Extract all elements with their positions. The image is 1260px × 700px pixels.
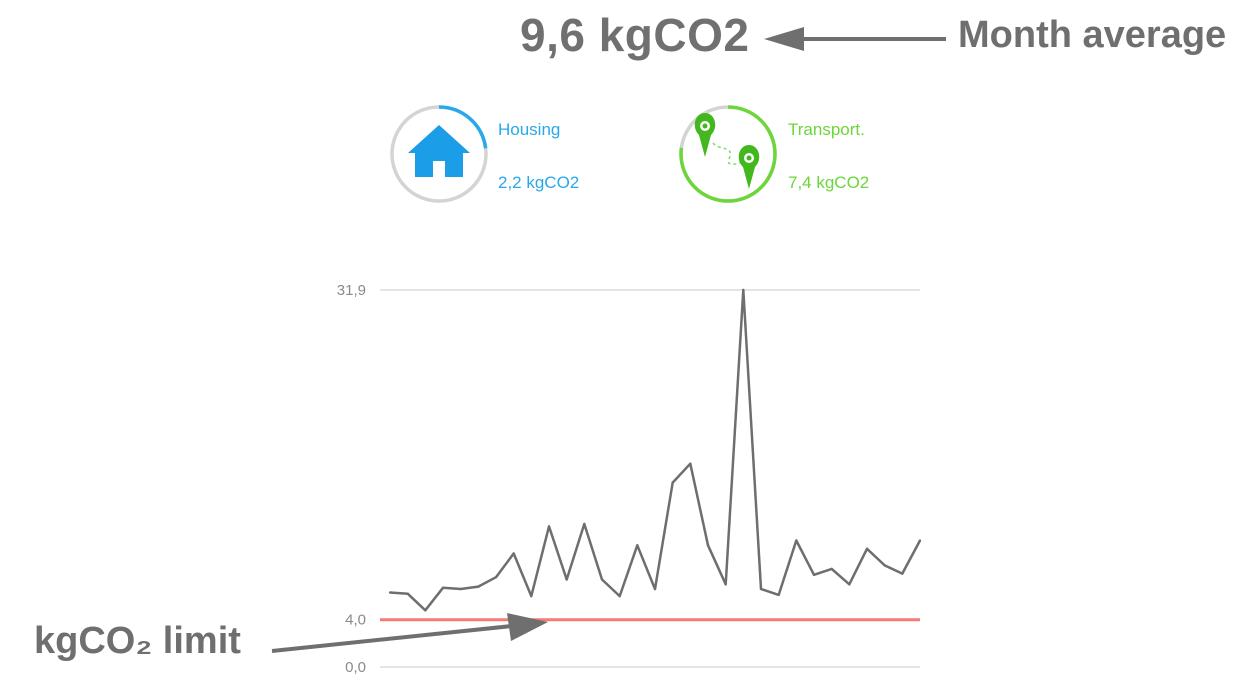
data-point bbox=[812, 573, 816, 577]
data-point bbox=[759, 587, 763, 591]
limit-label: kgCO₂ limit bbox=[34, 620, 241, 662]
category-housing[interactable]: Housing 2,2 kgCO2 bbox=[388, 103, 608, 205]
data-point bbox=[583, 522, 586, 526]
data-point bbox=[671, 481, 674, 484]
y-tick-label: 31,9 bbox=[337, 282, 366, 299]
data-point bbox=[742, 288, 745, 292]
category-transport[interactable]: Transport. 7,4 kgCO2 bbox=[677, 103, 897, 205]
data-point bbox=[388, 591, 392, 594]
transport-value: 7,4 kgCO2 bbox=[788, 173, 870, 192]
data-point bbox=[653, 587, 657, 591]
series-line bbox=[389, 288, 922, 612]
data-point bbox=[565, 578, 568, 581]
data-point bbox=[494, 575, 498, 579]
transport-label: Transport. bbox=[788, 120, 865, 139]
house-icon bbox=[408, 125, 470, 177]
data-point bbox=[441, 586, 445, 590]
y-tick-label: 4,0 bbox=[345, 612, 366, 629]
data-point bbox=[706, 544, 710, 547]
month-average-arrow bbox=[764, 27, 946, 51]
transport-ring-arc bbox=[679, 105, 777, 203]
data-point bbox=[724, 583, 727, 586]
data-point bbox=[547, 525, 551, 528]
y-tick-label: 0,0 bbox=[345, 659, 366, 676]
housing-progress-ring bbox=[390, 105, 488, 203]
data-point bbox=[459, 587, 462, 591]
data-point bbox=[512, 552, 515, 555]
data-point bbox=[848, 583, 851, 586]
data-point bbox=[424, 609, 427, 612]
transport-progress-ring bbox=[679, 105, 777, 203]
emissions-line-chart: 0,0 4,0 31,9 bbox=[337, 282, 922, 676]
data-point bbox=[865, 547, 869, 551]
month-average-value: 9,6 kgCO2 bbox=[520, 9, 750, 61]
data-point bbox=[636, 544, 639, 547]
data-point bbox=[883, 564, 886, 567]
data-point bbox=[406, 592, 409, 595]
data-point bbox=[477, 585, 480, 588]
housing-label: Housing bbox=[498, 120, 561, 139]
data-point bbox=[795, 539, 798, 542]
data-point bbox=[901, 572, 904, 575]
month-average-label: Month average bbox=[958, 14, 1227, 56]
map-pins-icon bbox=[694, 113, 760, 189]
data-point bbox=[918, 539, 922, 542]
data-point bbox=[777, 593, 780, 597]
data-point bbox=[530, 594, 533, 598]
housing-ring-arc bbox=[390, 105, 488, 203]
data-point bbox=[830, 567, 833, 571]
data-point bbox=[600, 578, 604, 581]
housing-value: 2,2 kgCO2 bbox=[498, 173, 580, 192]
data-point bbox=[618, 594, 621, 598]
data-point bbox=[689, 462, 692, 465]
